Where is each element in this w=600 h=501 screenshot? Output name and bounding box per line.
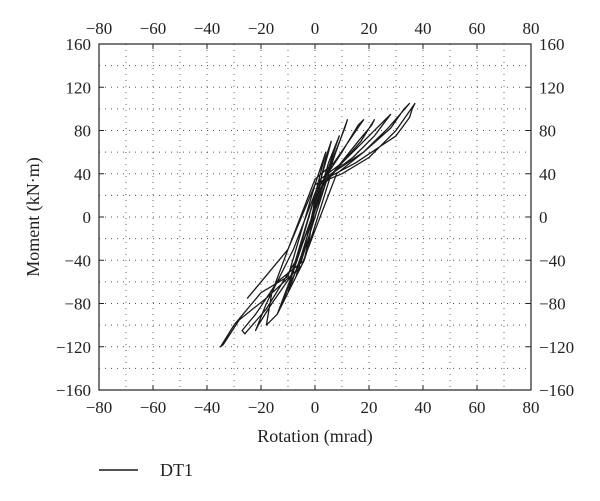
y-tick-label-right: 80 — [539, 122, 556, 141]
x-tick-label-top: 40 — [415, 19, 432, 38]
x-tick-label-bottom: 0 — [311, 398, 320, 417]
legend: DT1 — [99, 460, 193, 480]
y-tick-label-right: 120 — [539, 78, 565, 97]
x-tick-label-bottom: 40 — [415, 398, 432, 417]
x-tick-label-top: −60 — [140, 19, 167, 38]
x-tick-label-bottom: 60 — [469, 398, 486, 417]
y-tick-label-right: 160 — [539, 35, 565, 54]
x-tick-label-bottom: 80 — [523, 398, 540, 417]
y-tick-label-right: −120 — [539, 338, 574, 357]
x-tick-label-bottom: 20 — [361, 398, 378, 417]
tick-labels: −80 −80 −60 −60 −40 −40 −20 −20 0 0 20 20 40 40 60 60 80… — [56, 19, 574, 417]
y-tick-label-right: 0 — [539, 208, 548, 227]
x-tick-label-top: 60 — [469, 19, 486, 38]
y-tick-label-left: −80 — [64, 295, 91, 314]
y-tick-label-left: −120 — [56, 338, 91, 357]
series-layer — [219, 102, 416, 348]
y-tick-label-right: 40 — [539, 165, 556, 184]
x-tick-label-top: −80 — [86, 19, 113, 38]
y-tick-label-left: 120 — [66, 78, 92, 97]
ticks — [98, 43, 532, 391]
y-tick-label-right: −80 — [539, 295, 566, 314]
series-line-dt1 — [219, 102, 416, 348]
y-tick-label-right: −40 — [539, 251, 566, 270]
y-tick-label-right: −160 — [539, 381, 574, 400]
grid — [99, 44, 531, 390]
x-tick-label-bottom: −80 — [86, 398, 113, 417]
x-tick-label-top: 80 — [523, 19, 540, 38]
x-tick-label-top: 20 — [361, 19, 378, 38]
legend-label-dt1: DT1 — [160, 460, 193, 480]
x-tick-label-bottom: −40 — [194, 398, 221, 417]
x-tick-label-bottom: −20 — [248, 398, 275, 417]
x-tick-label-top: −20 — [248, 19, 275, 38]
y-tick-label-left: 160 — [66, 35, 92, 54]
x-tick-label-top: 0 — [311, 19, 320, 38]
y-tick-label-left: −160 — [56, 381, 91, 400]
x-tick-label-top: −40 — [194, 19, 221, 38]
y-tick-label-left: 80 — [74, 122, 91, 141]
y-axis-title: Moment (kN·m) — [23, 157, 44, 276]
y-tick-label-left: 0 — [83, 208, 92, 227]
y-tick-label-left: −40 — [64, 251, 91, 270]
y-tick-label-left: 40 — [74, 165, 91, 184]
x-axis-title: Rotation (mrad) — [257, 426, 372, 447]
x-tick-label-bottom: −60 — [140, 398, 167, 417]
